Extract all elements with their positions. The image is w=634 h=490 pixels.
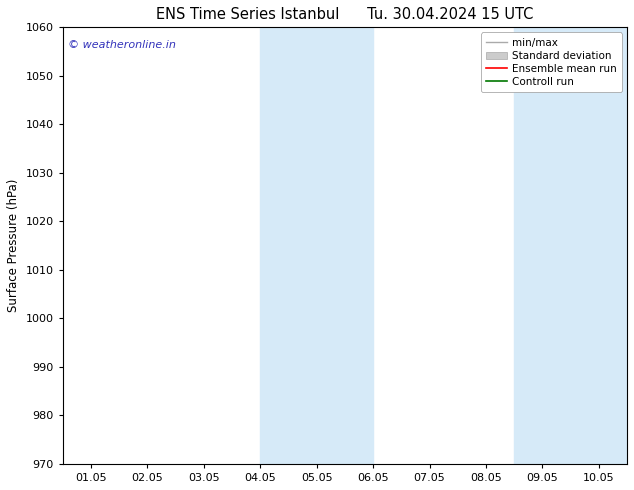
Bar — [514, 27, 627, 464]
Bar — [260, 27, 373, 464]
Y-axis label: Surface Pressure (hPa): Surface Pressure (hPa) — [7, 179, 20, 312]
Legend: min/max, Standard deviation, Ensemble mean run, Controll run: min/max, Standard deviation, Ensemble me… — [481, 32, 622, 92]
Text: © weatheronline.in: © weatheronline.in — [68, 40, 176, 50]
Title: ENS Time Series Istanbul      Tu. 30.04.2024 15 UTC: ENS Time Series Istanbul Tu. 30.04.2024 … — [156, 7, 534, 22]
